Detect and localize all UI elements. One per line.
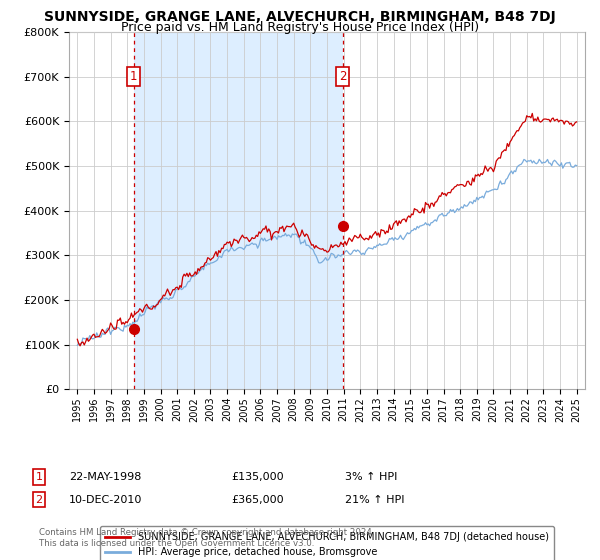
Text: £365,000: £365,000 (231, 494, 284, 505)
Text: 10-DEC-2010: 10-DEC-2010 (69, 494, 142, 505)
Text: SUNNYSIDE, GRANGE LANE, ALVECHURCH, BIRMINGHAM, B48 7DJ: SUNNYSIDE, GRANGE LANE, ALVECHURCH, BIRM… (44, 10, 556, 24)
Text: Price paid vs. HM Land Registry's House Price Index (HPI): Price paid vs. HM Land Registry's House … (121, 21, 479, 34)
Bar (134, 32, 343, 389)
Text: 1: 1 (130, 70, 137, 83)
Text: 21% ↑ HPI: 21% ↑ HPI (345, 494, 404, 505)
Text: 2: 2 (339, 70, 346, 83)
Text: 2: 2 (35, 494, 43, 505)
Text: Contains HM Land Registry data © Crown copyright and database right 2024.
This d: Contains HM Land Registry data © Crown c… (39, 528, 374, 548)
Legend: SUNNYSIDE, GRANGE LANE, ALVECHURCH, BIRMINGHAM, B48 7DJ (detached house), HPI: A: SUNNYSIDE, GRANGE LANE, ALVECHURCH, BIRM… (100, 526, 554, 560)
Text: 1: 1 (35, 472, 43, 482)
Text: 3% ↑ HPI: 3% ↑ HPI (345, 472, 397, 482)
Text: £135,000: £135,000 (231, 472, 284, 482)
Text: 22-MAY-1998: 22-MAY-1998 (69, 472, 142, 482)
